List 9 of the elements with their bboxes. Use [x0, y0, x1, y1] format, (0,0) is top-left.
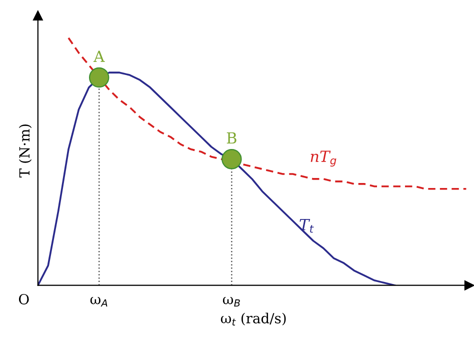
annotation: B [226, 132, 236, 144]
x-axis-title: ω$_{t}$ (rad/s) [220, 312, 286, 326]
y-axis-title: T (N·m) [18, 124, 32, 178]
x-tick-label: ω$_{B}$ [222, 297, 240, 307]
annotation: A [93, 50, 105, 62]
series-label: T$_{t}$ [300, 219, 314, 233]
series-label: nT$_{g}$ [310, 150, 336, 167]
text: O [18, 294, 29, 304]
x-tick-label: ω$_{A}$ [90, 297, 108, 307]
